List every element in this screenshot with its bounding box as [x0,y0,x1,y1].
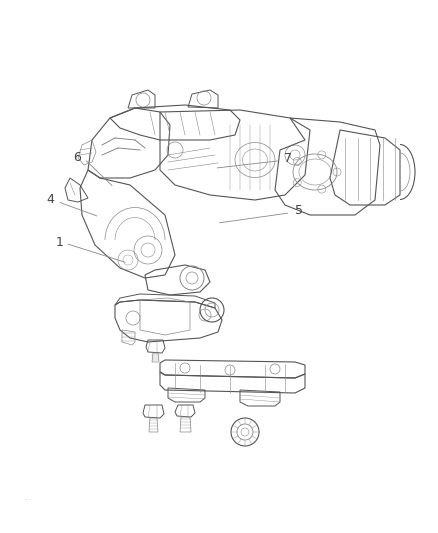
Text: 4: 4 [46,193,54,206]
Text: 5: 5 [294,204,302,217]
Text: 6: 6 [73,151,81,164]
Text: . .: . . [25,495,32,502]
Text: 1: 1 [55,236,63,249]
Text: 7: 7 [283,152,291,165]
